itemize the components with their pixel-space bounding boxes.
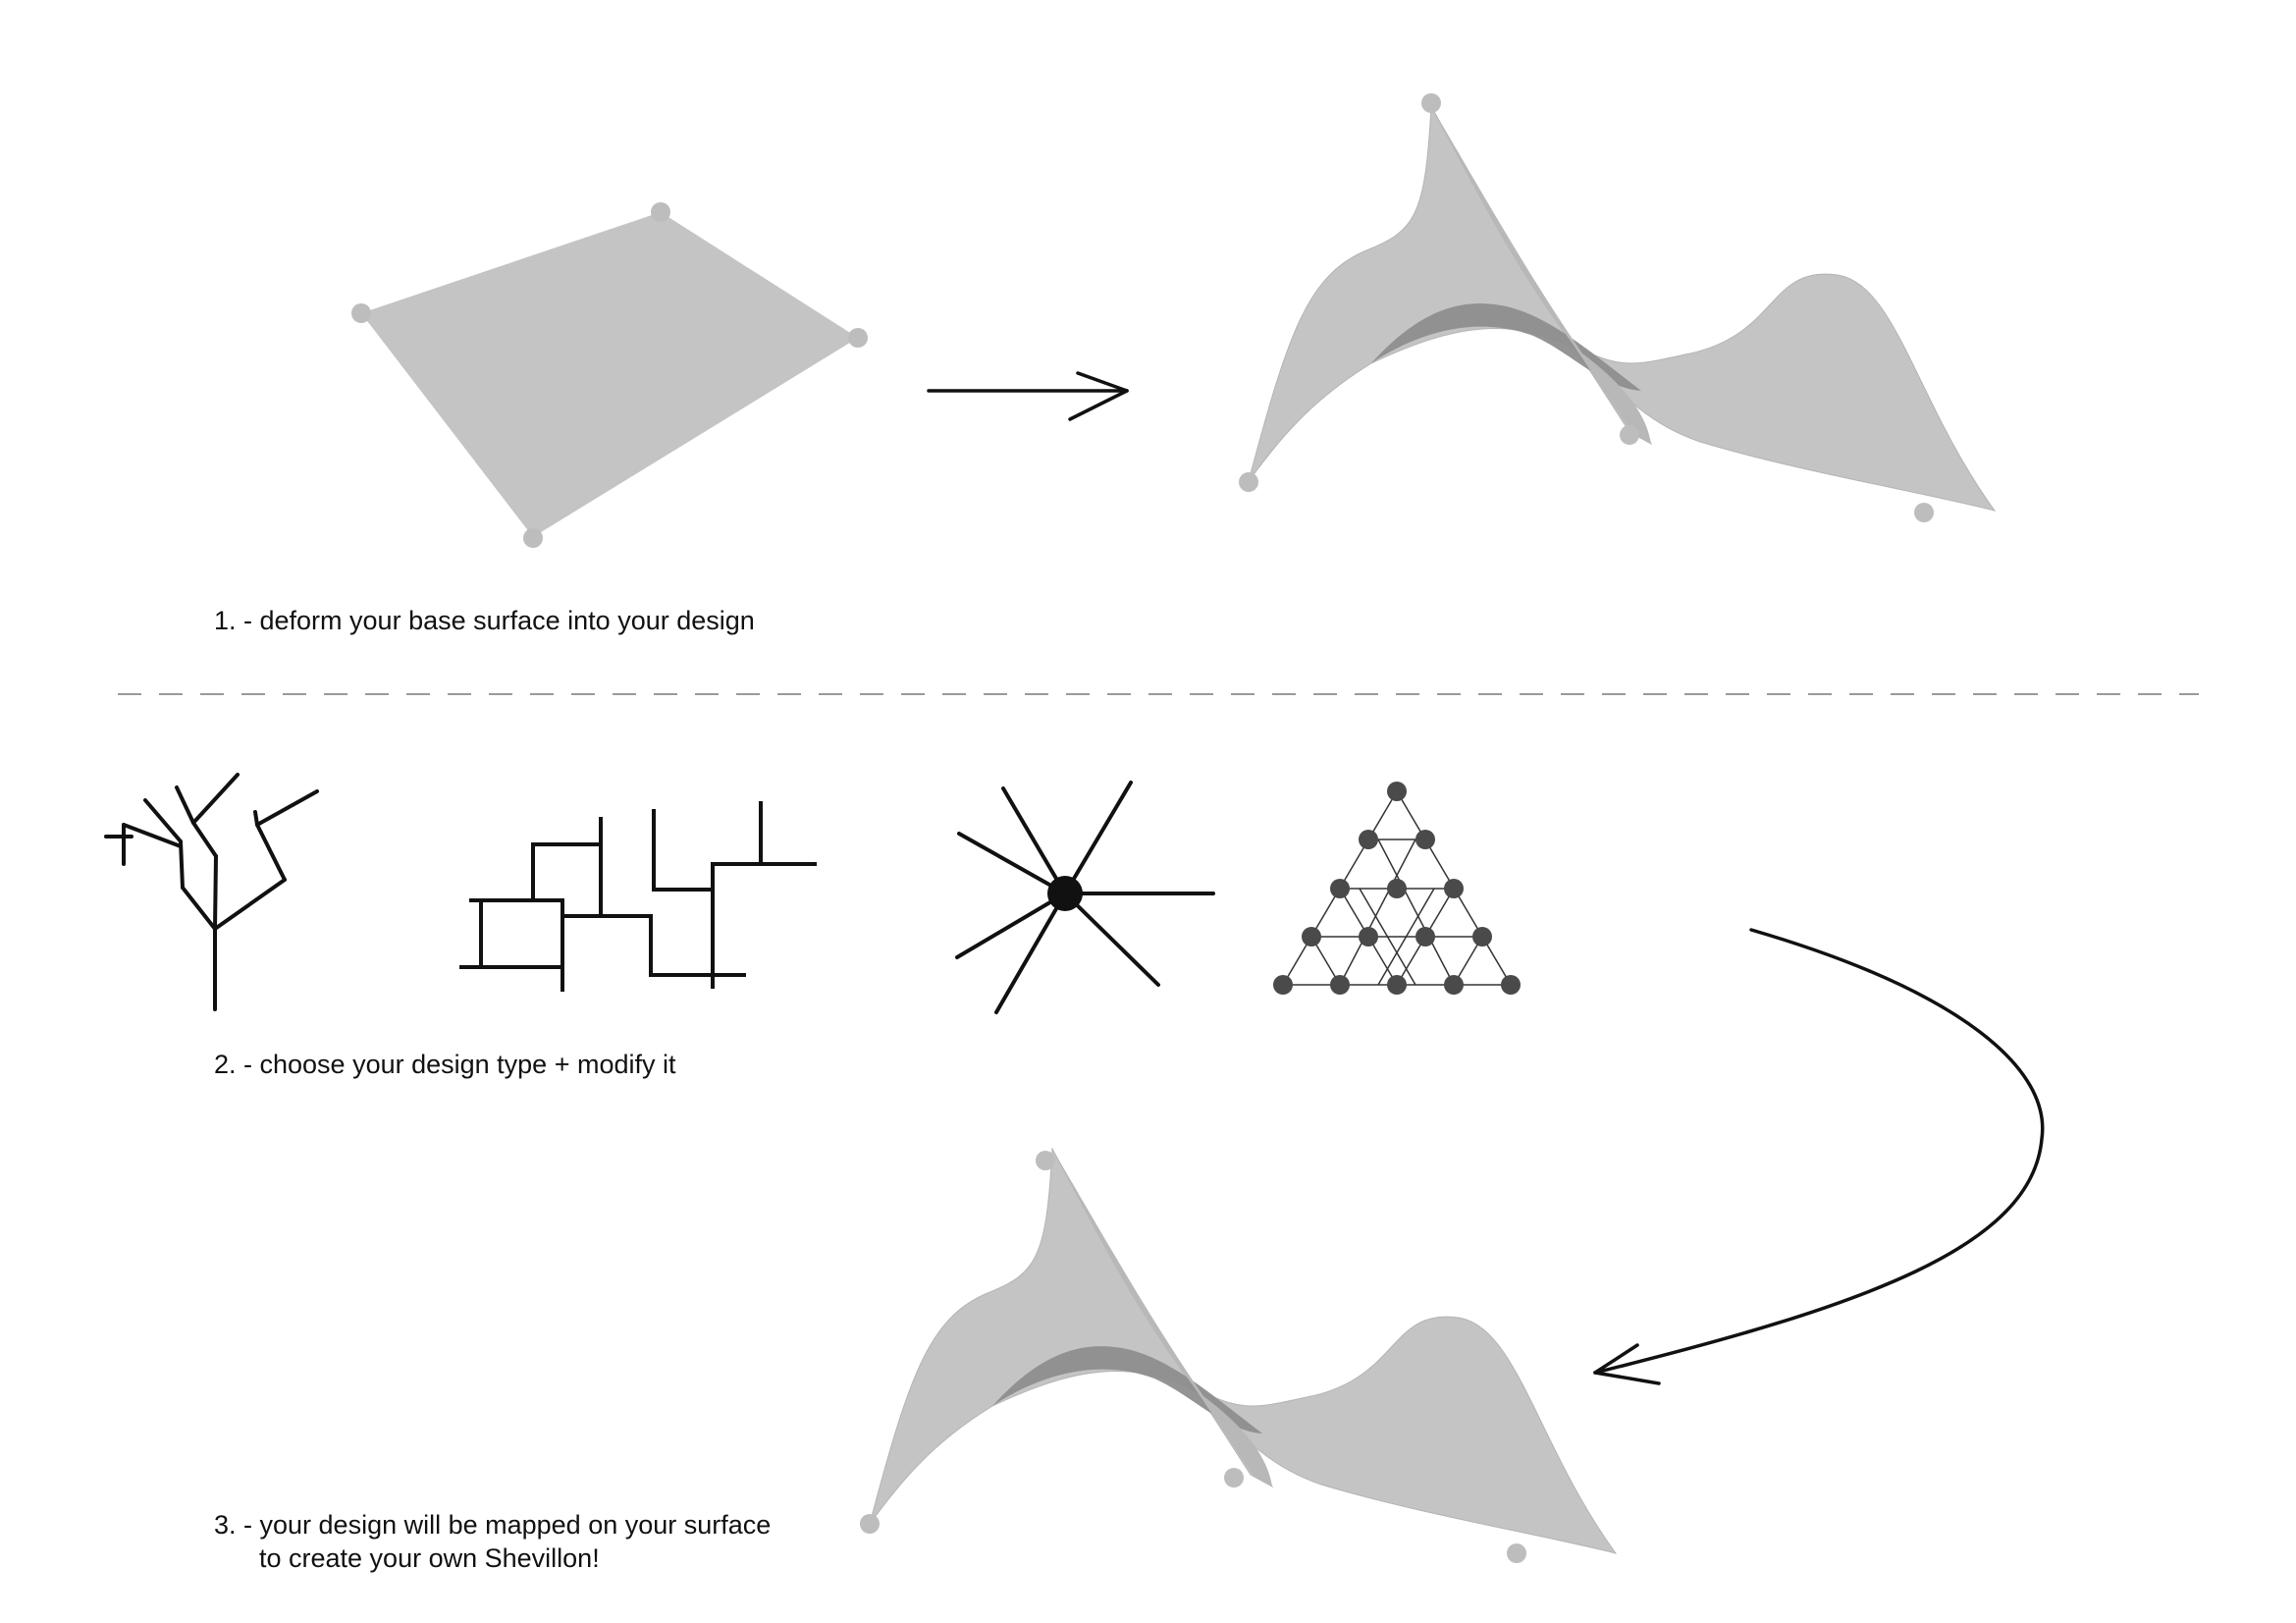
deformed-surface-control-points xyxy=(1239,93,1934,522)
curved-arrow-icon xyxy=(1593,928,2045,1385)
design-type-tree xyxy=(104,773,319,1011)
design-type-triangular-mesh xyxy=(1273,782,1521,995)
mesh-nodes xyxy=(1273,782,1521,995)
control-point xyxy=(848,328,868,348)
arrow-right-icon xyxy=(927,371,1129,421)
step-3-caption-line2: to create your own Shevillon! xyxy=(259,1543,600,1573)
control-point xyxy=(1914,503,1934,522)
step-3-caption: 3. - your design will be mapped on your … xyxy=(214,1510,772,1540)
design-type-grid xyxy=(459,801,817,992)
control-point xyxy=(1036,1151,1055,1170)
mapped-surface-control-points xyxy=(860,1151,1526,1563)
control-point xyxy=(1507,1543,1526,1563)
step-1-caption: 1. - deform your base surface into your … xyxy=(214,606,755,635)
control-point xyxy=(523,528,543,548)
control-point xyxy=(351,303,371,323)
control-point xyxy=(651,202,670,222)
step-2-caption: 2. - choose your design type + modify it xyxy=(214,1050,676,1079)
mapped-surface xyxy=(869,1148,1617,1554)
control-point xyxy=(1620,425,1639,445)
control-point xyxy=(860,1514,880,1534)
deformed-surface xyxy=(1248,105,1996,512)
design-type-radial xyxy=(955,781,1215,1014)
control-point xyxy=(1239,472,1258,492)
control-point xyxy=(1421,93,1441,113)
base-surface xyxy=(351,202,868,548)
control-point xyxy=(1224,1468,1244,1488)
